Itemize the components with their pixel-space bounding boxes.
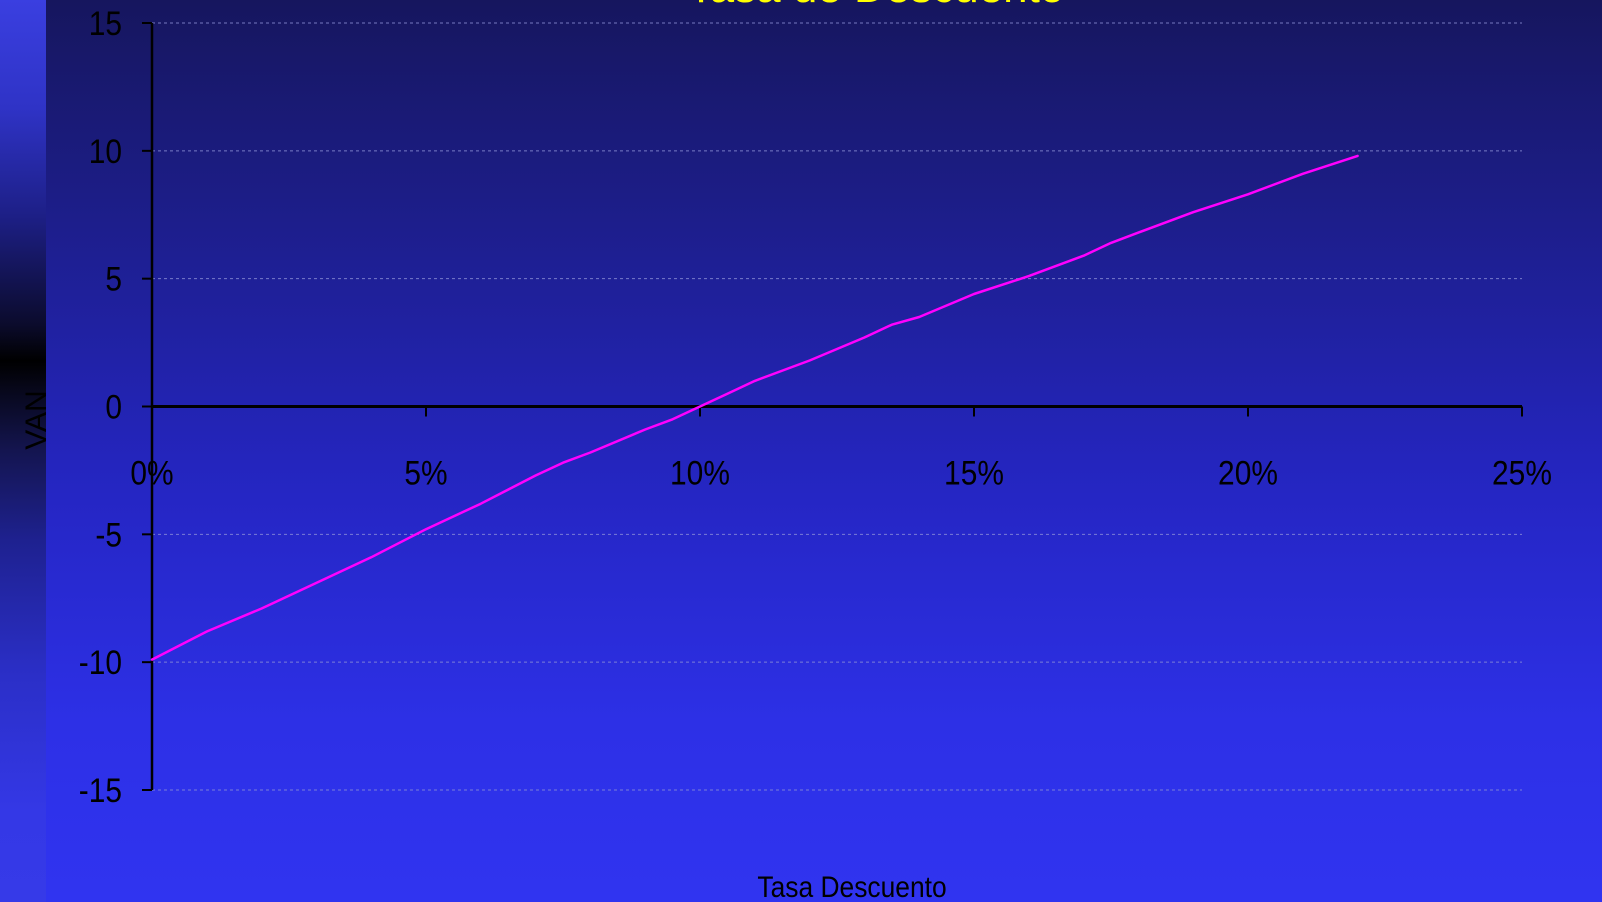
x-tick-label: 10% [670,454,730,492]
tick-labels: 15 10 5 0 -5 -10 -15 0% 5% 10% 15% 20% 25% [79,4,1552,809]
axes [142,22,1523,791]
x-tick-label: 20% [1218,454,1278,492]
x-tick-label: 15% [944,454,1004,492]
left-gradient-strip [0,0,46,902]
series-layer [150,154,1359,661]
y-tick-label: -15 [79,771,122,809]
chart-title: Tasa de Descuento [688,0,1065,12]
y-tick-label: -5 [95,516,122,554]
y-tick-label: 15 [89,4,122,42]
x-tick-label: 25% [1492,454,1552,492]
grid-lines [152,22,1522,791]
y-tick-label: 10 [89,132,122,170]
y-axis-title: VAN [20,390,53,449]
x-tick-label: 5% [404,454,447,492]
y-tick-label: 5 [105,260,122,298]
series-line [150,154,1359,661]
y-tick-label: -10 [79,643,122,681]
x-tick-label: 0% [130,454,173,492]
x-axis-title: Tasa Descuento [757,869,946,902]
y-tick-label: 0 [105,388,122,426]
